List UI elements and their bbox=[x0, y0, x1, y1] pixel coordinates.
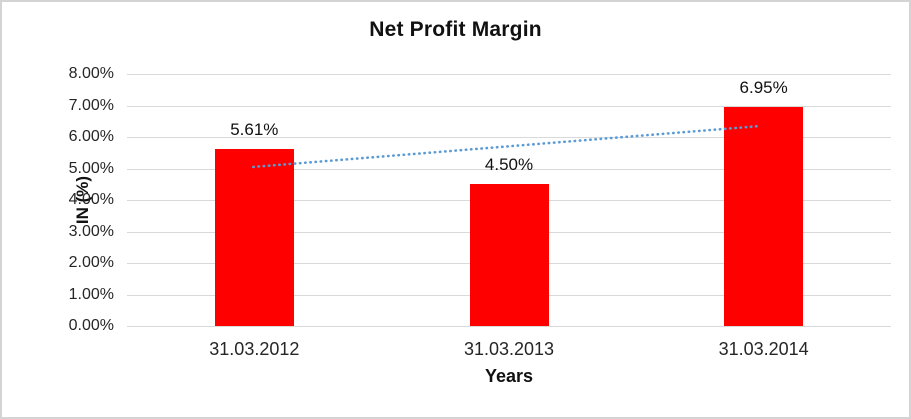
bar-31.03.2014 bbox=[724, 107, 804, 326]
bar-value-label: 5.61% bbox=[230, 120, 279, 140]
x-tick-label: 31.03.2013 bbox=[463, 339, 555, 359]
y-tick-label: 2.00% bbox=[68, 254, 114, 271]
bar-31.03.2013 bbox=[469, 184, 549, 326]
x-tick-label: 31.03.2012 bbox=[209, 339, 300, 359]
y-tick-label: 4.00% bbox=[68, 191, 114, 208]
gridline bbox=[127, 326, 891, 327]
x-axis-title: Years bbox=[484, 366, 534, 386]
y-tick-label: 0.00% bbox=[68, 317, 114, 334]
y-tick-label: 8.00% bbox=[68, 65, 114, 82]
chart-title: Net Profit Margin bbox=[369, 18, 542, 41]
y-tick-label: 5.00% bbox=[68, 159, 114, 177]
y-tick-label: 6.00% bbox=[68, 128, 114, 145]
y-tick-label: 7.00% bbox=[68, 96, 114, 114]
gridline bbox=[127, 105, 891, 107]
bar-31.03.2012 bbox=[214, 149, 294, 326]
gridline bbox=[127, 74, 891, 75]
gridline bbox=[127, 168, 891, 170]
y-tick-label: 3.00% bbox=[68, 222, 114, 240]
bar-value-label: 6.95% bbox=[739, 78, 788, 98]
y-tick-label: 1.00% bbox=[68, 285, 114, 303]
bar-value-label: 4.50% bbox=[484, 155, 534, 175]
x-tick-label: 31.03.2014 bbox=[718, 339, 809, 359]
plot-area bbox=[127, 74, 891, 327]
